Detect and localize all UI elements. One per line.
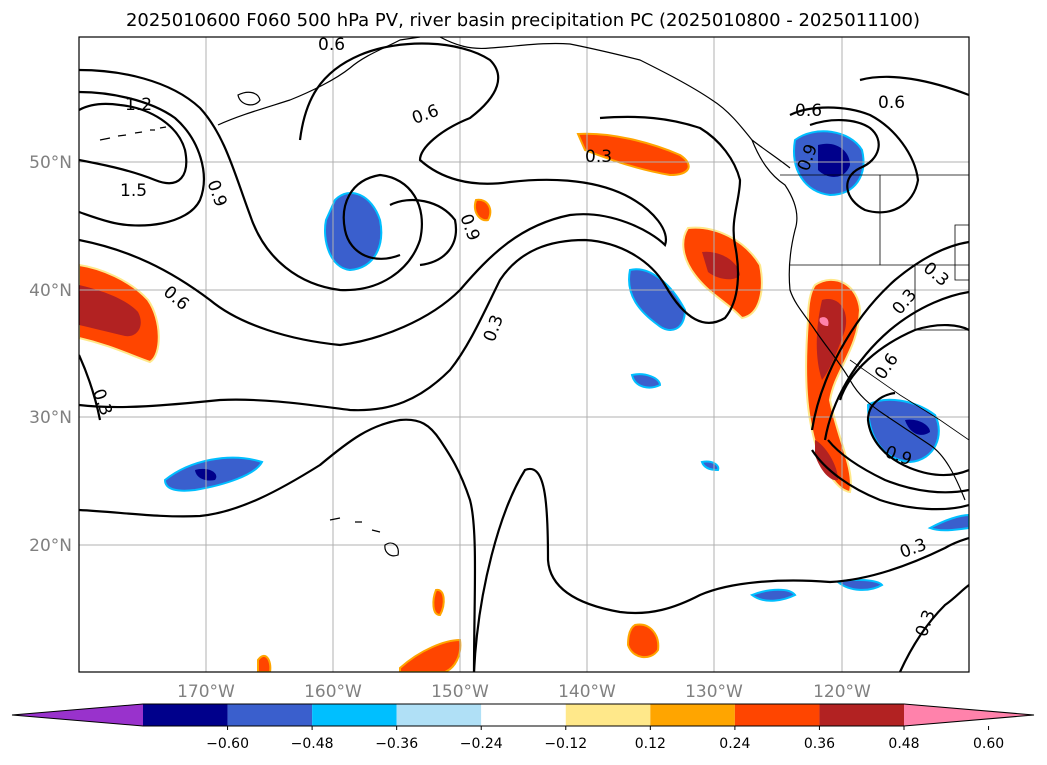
colorbar-segment (143, 704, 228, 726)
precip-pos-baja (815, 440, 838, 481)
colorbar-tick-label: 0.48 (888, 736, 919, 752)
colorbar-tick-label: 0.24 (719, 736, 750, 752)
contour-0.9-swirl (389, 198, 458, 267)
contour-0.6-sw (823, 290, 969, 494)
colorbar-extend-high (904, 704, 1034, 726)
small-island (237, 91, 261, 106)
gridlines (79, 37, 969, 672)
lon-label: 140°W (558, 682, 616, 702)
colorbar: −0.60 −0.48 −0.36 −0.24 −0.12 0.12 0.24 0.36 0.4… (11, 703, 1035, 752)
contour-0.6-east (789, 106, 920, 214)
lon-label: 160°W (304, 682, 362, 702)
precip-pos-small (474, 198, 492, 222)
precip-negative-regions (163, 130, 969, 602)
colorbar-segment (396, 704, 482, 726)
precip-pos-west-edge-core (79, 285, 141, 337)
contour-0.6-arc (79, 42, 668, 347)
colorbar-tick-label: −0.12 (544, 736, 587, 752)
coastlines (99, 37, 966, 557)
precip-pos-california-peak (819, 317, 829, 326)
colorbar-tick-label: 0.60 (973, 736, 1004, 752)
map-title: 2025010600 F060 500 hPa PV, river basin … (126, 10, 920, 31)
precip-neg-small (630, 373, 662, 389)
aleutians (99, 126, 167, 141)
precip-positive-regions (79, 132, 862, 672)
alaska-coast (217, 37, 791, 169)
lon-label: 130°W (685, 682, 743, 702)
contour-label: 0.6 (878, 93, 905, 113)
precip-pos-small-3 (626, 623, 660, 659)
lat-label: 40°N (29, 281, 72, 301)
precip-pos-small-2 (432, 588, 445, 617)
contour-0.9-west (79, 68, 423, 292)
contour-0.3-east (898, 584, 969, 672)
colorbar-tick-label: −0.36 (375, 736, 418, 752)
contour-0.9-sw (838, 324, 969, 477)
colorbar-segment (312, 704, 397, 726)
precip-neg-small-3 (749, 588, 797, 602)
contour-0.3-trough (472, 467, 969, 672)
colorbar-segment (734, 704, 820, 726)
contour-0.3-south (79, 418, 477, 672)
colorbar-segment (650, 704, 735, 726)
contour-0.3-main (79, 115, 742, 412)
lon-label: 170°W (177, 682, 235, 702)
colorbar-tick-label: −0.24 (460, 736, 503, 752)
map-frame (78, 36, 970, 673)
contour-0.3-sw (810, 240, 969, 511)
bc-coast (751, 139, 966, 501)
precip-pos-offshore-core (702, 251, 740, 280)
colorbar-segment (481, 704, 566, 726)
hawaii-islands (329, 517, 399, 557)
contour-label: 1.5 (120, 181, 147, 201)
contour-label: 0.3 (585, 147, 612, 167)
colorbar-extend-low (12, 704, 143, 726)
contour-0.3-west-edge (79, 354, 102, 421)
colorbar-tick-label: −0.60 (206, 736, 249, 752)
colorbar-segment (227, 704, 313, 726)
pv-contours (79, 42, 969, 672)
precip-neg-sw-core (905, 419, 930, 435)
colorbar-tick-label: 0.36 (804, 736, 835, 752)
colorbar-segment (565, 704, 651, 726)
lon-label: 120°W (813, 682, 871, 702)
latitude-labels: 50°N 40°N 30°N 20°N (29, 153, 72, 556)
contour-0.6-ne (859, 75, 969, 97)
precip-neg-edge-east (927, 513, 969, 532)
contour-1.5-west (79, 102, 188, 185)
contour-1.2-west (79, 90, 205, 227)
contour-label: 0.6 (318, 35, 345, 55)
contour-label: 1.2 (125, 95, 152, 115)
contour-label: 0.6 (795, 101, 822, 121)
precip-pos-small-4 (257, 654, 272, 672)
map-panel: 1.2 1.5 0.9 0.6 0.6 0.3 0.9 0.3 0.6 0.6 … (79, 35, 969, 672)
colorbar-tick-label: 0.12 (635, 736, 666, 752)
colorbar-segment (819, 704, 904, 726)
colorbar-tick-label: −0.48 (291, 736, 334, 752)
lat-label: 20°N (29, 536, 72, 556)
longitude-labels: 170°W 160°W 150°W 140°W 130°W 120°W (177, 682, 871, 702)
lon-label: 150°W (431, 682, 489, 702)
precip-neg-central (324, 191, 383, 272)
lat-label: 30°N (29, 408, 72, 428)
lat-label: 50°N (29, 153, 72, 173)
colorbar-outline (11, 703, 1035, 727)
